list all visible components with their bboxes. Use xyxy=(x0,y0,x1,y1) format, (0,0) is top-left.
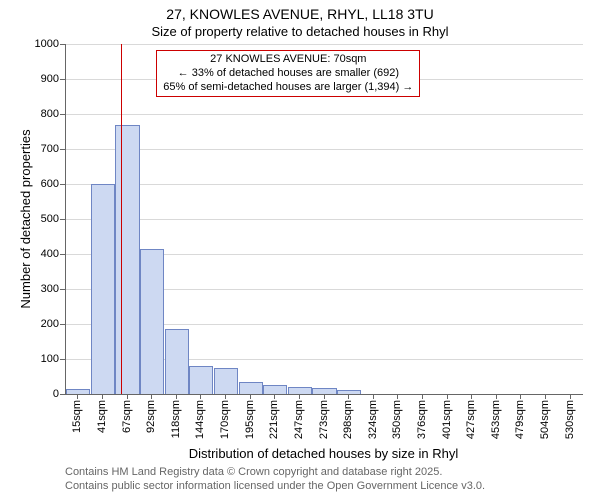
x-tick-label: 479sqm xyxy=(514,400,526,439)
footer-line-2: Contains public sector information licen… xyxy=(65,480,485,492)
annotation-box: 27 KNOWLES AVENUE: 70sqm← 33% of detache… xyxy=(156,50,420,97)
y-tick-mark xyxy=(60,149,65,150)
y-tick-mark xyxy=(60,289,65,290)
y-axis-label: Number of detached properties xyxy=(18,44,33,394)
property-marker-line xyxy=(121,44,122,394)
x-tick-label: 67sqm xyxy=(121,400,133,433)
x-tick-label: 144sqm xyxy=(194,400,206,439)
x-tick-label: 247sqm xyxy=(293,400,305,439)
y-tick-mark xyxy=(60,79,65,80)
plot-area: 27 KNOWLES AVENUE: 70sqm← 33% of detache… xyxy=(65,44,583,395)
x-tick-mark xyxy=(324,394,325,399)
x-tick-mark xyxy=(250,394,251,399)
x-tick-label: 504sqm xyxy=(539,400,551,439)
x-tick-label: 298sqm xyxy=(342,400,354,439)
histogram-bar xyxy=(263,385,287,394)
x-tick-mark xyxy=(471,394,472,399)
histogram-bar xyxy=(140,249,164,394)
chart-container: { "title": { "main": "27, KNOWLES AVENUE… xyxy=(0,0,600,500)
x-tick-mark xyxy=(397,394,398,399)
y-tick-label: 800 xyxy=(41,108,59,120)
x-tick-label: 15sqm xyxy=(71,400,83,433)
x-tick-label: 118sqm xyxy=(170,400,182,438)
x-tick-label: 350sqm xyxy=(391,400,403,439)
y-tick-mark xyxy=(60,219,65,220)
histogram-bar xyxy=(214,368,238,394)
x-tick-mark xyxy=(200,394,201,399)
annotation-line: 65% of semi-detached houses are larger (… xyxy=(163,81,413,95)
y-tick-label: 700 xyxy=(41,143,59,155)
x-tick-label: 401sqm xyxy=(441,400,453,439)
x-tick-mark xyxy=(348,394,349,399)
footer-line-1: Contains HM Land Registry data © Crown c… xyxy=(65,466,442,478)
x-tick-mark xyxy=(422,394,423,399)
x-tick-mark xyxy=(176,394,177,399)
x-tick-mark xyxy=(545,394,546,399)
x-tick-label: 221sqm xyxy=(268,400,280,439)
histogram-bar xyxy=(115,125,139,395)
gridline xyxy=(66,149,583,150)
x-tick-label: 324sqm xyxy=(367,400,379,439)
annotation-line: ← 33% of detached houses are smaller (69… xyxy=(163,67,413,81)
histogram-bar xyxy=(91,184,115,394)
x-tick-mark xyxy=(127,394,128,399)
x-tick-label: 530sqm xyxy=(564,400,576,439)
x-tick-label: 92sqm xyxy=(145,400,157,433)
gridline xyxy=(66,44,583,45)
x-tick-mark xyxy=(274,394,275,399)
y-tick-mark xyxy=(60,184,65,185)
x-tick-mark xyxy=(496,394,497,399)
histogram-bar xyxy=(337,390,361,394)
y-tick-mark xyxy=(60,324,65,325)
histogram-bar xyxy=(189,366,213,394)
x-axis-label: Distribution of detached houses by size … xyxy=(65,446,582,461)
y-tick-mark xyxy=(60,359,65,360)
annotation-line: 27 KNOWLES AVENUE: 70sqm xyxy=(163,53,413,67)
x-tick-mark xyxy=(102,394,103,399)
gridline xyxy=(66,114,583,115)
x-tick-mark xyxy=(447,394,448,399)
x-tick-mark xyxy=(299,394,300,399)
x-tick-mark xyxy=(373,394,374,399)
x-tick-label: 170sqm xyxy=(219,400,231,439)
x-tick-label: 195sqm xyxy=(244,400,256,439)
x-tick-mark xyxy=(225,394,226,399)
histogram-bar xyxy=(288,387,312,394)
y-tick-label: 200 xyxy=(41,318,59,330)
y-tick-label: 600 xyxy=(41,178,59,190)
histogram-bar xyxy=(239,382,263,394)
y-tick-mark xyxy=(60,44,65,45)
y-tick-label: 300 xyxy=(41,283,59,295)
x-tick-label: 41sqm xyxy=(96,400,108,433)
x-tick-mark xyxy=(151,394,152,399)
x-tick-mark xyxy=(77,394,78,399)
histogram-bar xyxy=(165,329,189,394)
x-tick-mark xyxy=(570,394,571,399)
chart-title-sub: Size of property relative to detached ho… xyxy=(0,24,600,39)
y-tick-label: 100 xyxy=(41,353,59,365)
x-tick-label: 376sqm xyxy=(416,400,428,439)
y-tick-mark xyxy=(60,114,65,115)
histogram-bar xyxy=(66,389,90,394)
y-tick-label: 0 xyxy=(53,388,59,400)
x-tick-mark xyxy=(520,394,521,399)
y-tick-label: 400 xyxy=(41,248,59,260)
y-tick-label: 1000 xyxy=(35,38,59,50)
gridline xyxy=(66,219,583,220)
y-tick-mark xyxy=(60,394,65,395)
x-tick-label: 427sqm xyxy=(465,400,477,439)
x-tick-label: 453sqm xyxy=(490,400,502,439)
y-tick-label: 500 xyxy=(41,213,59,225)
chart-title-main: 27, KNOWLES AVENUE, RHYL, LL18 3TU xyxy=(0,6,600,22)
y-tick-label: 900 xyxy=(41,73,59,85)
gridline xyxy=(66,184,583,185)
x-tick-label: 273sqm xyxy=(318,400,330,439)
y-tick-mark xyxy=(60,254,65,255)
